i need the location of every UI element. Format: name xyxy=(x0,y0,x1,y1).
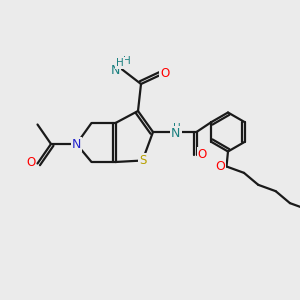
Text: O: O xyxy=(198,148,207,161)
Text: O: O xyxy=(160,67,169,80)
Text: O: O xyxy=(26,155,35,169)
Text: N: N xyxy=(72,137,81,151)
Text: O: O xyxy=(215,160,225,173)
Text: H: H xyxy=(116,58,124,68)
Text: H: H xyxy=(123,56,131,67)
Text: S: S xyxy=(139,154,146,167)
Text: H: H xyxy=(173,123,181,134)
Text: N: N xyxy=(111,64,120,77)
Text: N: N xyxy=(171,127,180,140)
